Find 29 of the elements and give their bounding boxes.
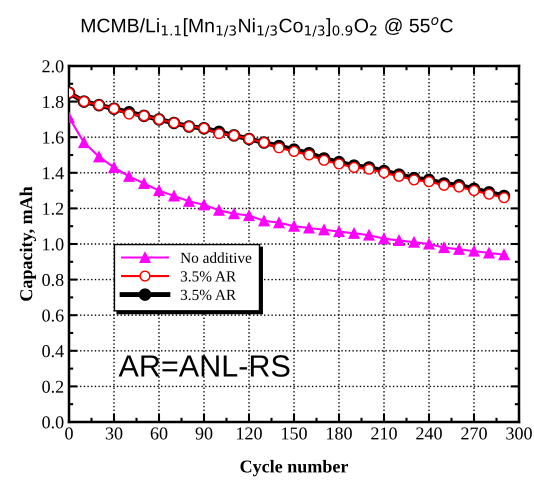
y-tick-label: 2.0 [42,60,64,73]
x-tick-label: 120 [237,427,262,440]
y-tick-label: 1.8 [43,96,64,108]
x-axis-title: Cycle number [240,460,348,476]
x-tick-label: 240 [416,427,442,440]
y-tick-label: 0.6 [42,309,64,322]
y-tick-label: 1.0 [43,238,64,251]
y-tick-label: 1.4 [43,167,64,180]
x-tick-label: 270 [461,427,487,440]
y-tick-label: 1.2 [43,202,64,215]
y-tick-label: 0.4 [42,345,64,358]
legend-label: 3.5% AR [180,290,236,300]
y-axis-title: Capacity, mAh [20,186,36,301]
y-tick-label: 0.0 [42,416,64,429]
x-tick-label: 210 [371,427,397,440]
x-tick-label: 150 [282,427,307,440]
x-tick-label: 90 [196,427,212,440]
x-tick-label: 30 [106,427,122,440]
y-tick-label: 0.8 [42,274,64,286]
y-tick-label: 1.6 [43,132,64,144]
x-tick-label: 180 [327,427,352,440]
x-tick-label: 0 [65,427,73,440]
x-tick-label: 300 [506,427,532,440]
legend-label: No additive [180,252,252,264]
y-tick-label: 0.2 [42,380,64,393]
annotation: AR=ANL-RS [118,355,290,377]
chart-title: MCMB/Li$_{1.1}$[Mn$_{1/3}$Ni$_{1/3}$Co$_{1/3}$]$_{0.9}$O$_{2}$ @ 55$^{o}$C [82,17,453,37]
legend-label: 3.5% AR [180,271,236,282]
x-tick-label: 60 [150,427,168,440]
